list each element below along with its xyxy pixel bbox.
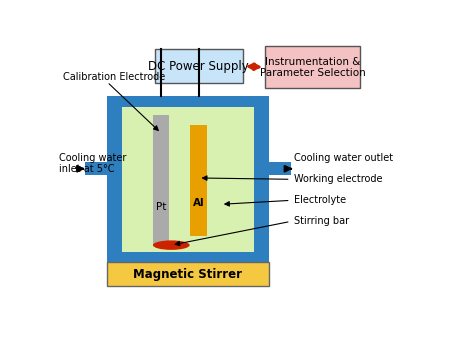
- Text: Calibration Electrode: Calibration Electrode: [63, 71, 165, 82]
- Text: DC Power Supply: DC Power Supply: [148, 60, 249, 73]
- Text: Working electrode: Working electrode: [294, 174, 383, 184]
- Text: Cooling water
inlet at 5°C: Cooling water inlet at 5°C: [59, 153, 127, 174]
- Bar: [190, 125, 207, 236]
- Bar: [269, 162, 291, 175]
- Bar: [153, 115, 169, 247]
- Ellipse shape: [153, 240, 190, 250]
- Text: Stirring bar: Stirring bar: [294, 216, 349, 226]
- Text: Al: Al: [192, 198, 204, 208]
- Text: Magnetic Stirrer: Magnetic Stirrer: [133, 267, 242, 280]
- Bar: [107, 96, 269, 262]
- Text: Pt: Pt: [156, 202, 166, 212]
- Text: Electrolyte: Electrolyte: [294, 195, 346, 205]
- FancyBboxPatch shape: [155, 49, 243, 83]
- Bar: [122, 107, 254, 252]
- FancyBboxPatch shape: [265, 46, 360, 89]
- Bar: [107, 262, 269, 286]
- Text: Cooling water outlet: Cooling water outlet: [294, 153, 393, 163]
- Text: Instrumentation &
Parameter Selection: Instrumentation & Parameter Selection: [260, 56, 365, 78]
- Bar: [85, 162, 107, 175]
